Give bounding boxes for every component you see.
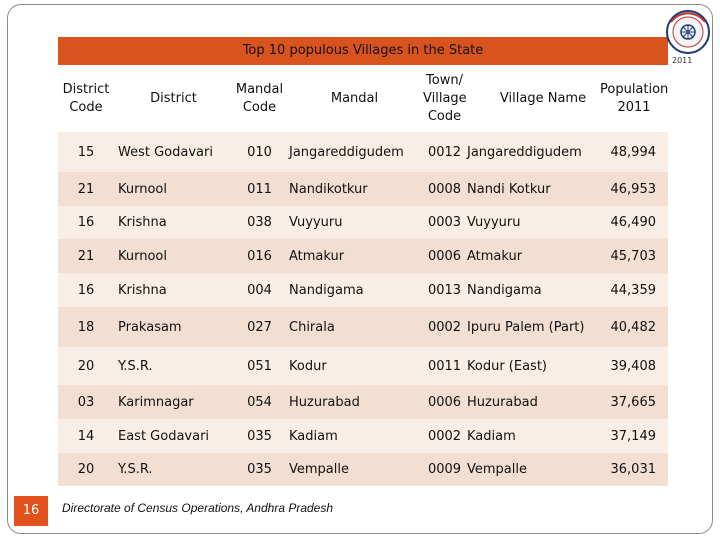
mandal-code-cell: 016 [247, 248, 272, 264]
population-cell: 44,359 [610, 282, 657, 298]
header-village-code: Town/Village Code [423, 73, 467, 124]
title-bar: Top 10 populous Villages in the State [58, 37, 668, 65]
header-district-code: District Code [62, 82, 110, 115]
table-row: 20 Y.S.R. 035 Vempalle 0009 Vempalle 36,031 [58, 453, 668, 486]
header-mandal: Mandal [330, 91, 379, 106]
mandal-cell: Chirala [289, 319, 335, 335]
mandal-code-cell: 035 [247, 462, 272, 477]
population-cell: 39,408 [610, 358, 657, 374]
table-row: 16 Krishna 038 Vuyyuru 0003 Vuyyuru 46,490 [58, 206, 668, 239]
population-cell: 40,482 [610, 319, 657, 335]
slide-number: 16 [14, 496, 48, 526]
district-code-cell: 14 [77, 428, 95, 444]
villages-table: District Code District Mandal Code Mandal Town… [58, 66, 668, 486]
mandal-cell: Jangareddigudem [289, 144, 404, 160]
mandal-code-cell: 051 [247, 358, 272, 374]
population-cell: 37,149 [610, 428, 657, 444]
village-code-cell: 0009 [427, 462, 462, 477]
district-cell: Y.S.R. [118, 462, 153, 477]
district-cell: Krishna [118, 215, 167, 230]
village-code-cell: 0006 [427, 394, 462, 410]
population-cell: 46,490 [610, 215, 657, 230]
table-row: 20 Y.S.R. 051 Kodur 0011 Kodur (East) 39,408 [58, 347, 668, 385]
district-cell: East Godavari [118, 428, 210, 444]
district-code-cell: 20 [77, 462, 95, 477]
table-row: 21 Kurnool 016 Atmakur 0006 Atmakur 45,703 [58, 239, 668, 273]
mandal-cell: Nandigama [289, 282, 364, 298]
village-name-cell: Vuyyuru [467, 215, 521, 230]
village-name-cell: Kadiam [467, 428, 516, 444]
village-name-cell: Atmakur [467, 248, 523, 264]
mandal-code-cell: 054 [247, 394, 272, 410]
village-code-cell: 0008 [427, 181, 462, 197]
mandal-cell: Kodur [289, 358, 327, 374]
district-cell: Kurnool [118, 248, 167, 264]
village-name-cell: Vempalle [467, 462, 527, 477]
population-cell: 45,703 [610, 248, 657, 264]
header-village-name: Village Name [499, 91, 587, 106]
village-name-cell: Huzurabad [467, 394, 538, 410]
census-logo-icon [666, 10, 710, 54]
mandal-cell: Vuyyuru [289, 215, 343, 230]
header-mandal-code: Mandal Code [235, 82, 284, 115]
population-cell: 48,994 [610, 144, 657, 160]
table-row: 03 Karimnagar 054 Huzurabad 0006 Huzurabad 37,… [58, 385, 668, 419]
village-code-cell: 0013 [427, 282, 462, 298]
district-code-cell: 15 [77, 144, 95, 160]
district-code-cell: 21 [77, 181, 95, 197]
district-cell: Y.S.R. [118, 358, 153, 374]
population-cell: 37,665 [610, 394, 657, 410]
mandal-code-cell: 011 [247, 181, 272, 197]
district-cell: Karimnagar [118, 394, 194, 410]
village-code-cell: 0003 [427, 215, 462, 230]
district-code-cell: 21 [77, 248, 95, 264]
district-cell: Krishna [118, 282, 167, 298]
village-name-cell: Ipuru Palem (Part) [467, 319, 585, 335]
footer-source: Directorate of Census Operations, Andhra… [62, 501, 334, 515]
district-cell: West Godavari [118, 144, 213, 160]
header-population: Population 2011 [600, 82, 669, 115]
district-code-cell: 20 [77, 358, 95, 374]
population-cell: 36,031 [610, 462, 657, 477]
table-header-row: District Code District Mandal Code Mandal Town… [58, 66, 669, 132]
district-cell: Prakasam [118, 319, 182, 335]
village-code-cell: 0002 [427, 319, 462, 335]
district-code-cell: 16 [77, 282, 95, 298]
logo-year: 2011 [672, 56, 693, 65]
village-name-cell: Nandigama [467, 282, 542, 298]
table-row: 18 Prakasam 027 Chirala 0002 Ipuru Palem (Par… [58, 307, 668, 347]
mandal-code-cell: 004 [247, 282, 272, 298]
population-cell: 46,953 [610, 181, 657, 197]
mandal-cell: Huzurabad [289, 394, 360, 410]
district-cell: Kurnool [118, 181, 167, 197]
mandal-cell: Atmakur [289, 248, 345, 264]
mandal-code-cell: 038 [247, 215, 272, 230]
slide-title: Top 10 populous Villages in the State [242, 43, 484, 58]
table-row: 15 West Godavari 010 Jangareddigudem 0012 Jan… [58, 132, 668, 172]
mandal-cell: Vempalle [289, 462, 349, 477]
table-row: 16 Krishna 004 Nandigama 0013 Nandigama 44,359 [58, 273, 668, 307]
village-name-cell: Jangareddigudem [467, 144, 582, 160]
district-code-cell: 03 [77, 394, 95, 410]
village-code-cell: 0011 [427, 358, 462, 374]
header-district: District [150, 91, 197, 106]
mandal-cell: Kadiam [289, 428, 338, 444]
village-code-cell: 0002 [427, 428, 462, 444]
district-code-cell: 18 [77, 319, 95, 335]
village-name-cell: Kodur (East) [467, 358, 547, 374]
table-row: 14 East Godavari 035 Kadiam 0002 Kadiam 37,149 [58, 419, 668, 453]
village-code-cell: 0006 [427, 248, 462, 264]
village-code-cell: 0012 [427, 144, 462, 160]
district-code-cell: 16 [77, 215, 95, 230]
slide-frame [7, 4, 713, 534]
mandal-code-cell: 027 [247, 319, 272, 335]
mandal-code-cell: 035 [247, 428, 272, 444]
mandal-cell: Nandikotkur [289, 181, 368, 197]
village-name-cell: Nandi Kotkur [467, 181, 551, 197]
table-row: 21 Kurnool 011 Nandikotkur 0008 Nandi Kotkur 4… [58, 172, 668, 206]
mandal-code-cell: 010 [247, 144, 272, 160]
